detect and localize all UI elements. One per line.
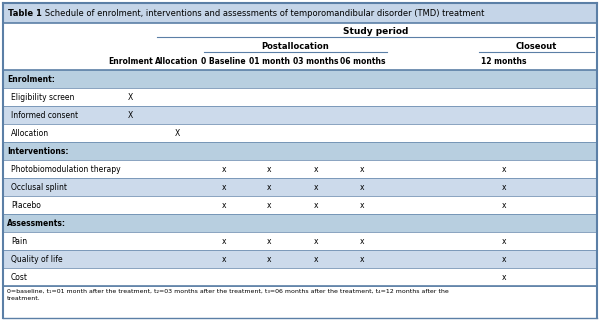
Text: x: x [221,164,226,173]
Text: Allocation: Allocation [11,128,49,137]
Bar [3,214,597,232]
Bar [3,70,597,88]
Text: Placebo: Placebo [11,201,41,210]
Text: x: x [267,237,272,246]
Bar [3,54,597,70]
Text: 06 months: 06 months [340,57,385,66]
Text: x: x [267,183,272,192]
Bar [3,106,597,124]
Text: Allocation: Allocation [155,57,199,66]
Text: 03 months: 03 months [293,57,339,66]
Text: x: x [360,201,365,210]
Text: x: x [360,255,365,264]
Bar [3,232,597,250]
Text: x: x [314,201,319,210]
Text: x: x [221,201,226,210]
Text: X: X [128,92,133,101]
Text: Closeout: Closeout [516,42,557,51]
Text: x: x [267,201,272,210]
Text: x: x [267,255,272,264]
Text: x: x [221,183,226,192]
Text: Eligibility screen: Eligibility screen [11,92,74,101]
Text: x: x [502,183,506,192]
Text: Pain: Pain [11,237,27,246]
Text: Interventions:: Interventions: [7,146,68,155]
Bar [3,250,597,268]
Text: x: x [360,164,365,173]
Text: x: x [314,255,319,264]
Text: 01 month: 01 month [249,57,290,66]
Text: Cost: Cost [11,273,28,282]
Text: Enrolment:: Enrolment: [7,74,55,83]
Text: X: X [128,110,133,119]
Text: x: x [502,237,506,246]
Text: Photobiomodulation therapy: Photobiomodulation therapy [11,164,121,173]
Text: x: x [502,164,506,173]
Text: x: x [502,201,506,210]
Text: Occlusal splint: Occlusal splint [11,183,67,192]
Bar [3,23,597,39]
Text: x: x [502,255,506,264]
Text: Quality of life: Quality of life [11,255,62,264]
Text: x: x [314,183,319,192]
Text: 0 Baseline: 0 Baseline [202,57,246,66]
Text: Enrolment: Enrolment [109,57,153,66]
Text: x: x [221,237,226,246]
Bar [3,196,597,214]
Text: Study period: Study period [343,27,408,36]
Bar [3,178,597,196]
Text: Assessments:: Assessments: [7,219,66,228]
Bar [3,268,597,286]
Bar [3,160,597,178]
Text: Table 1: Table 1 [8,8,42,18]
Bar [3,88,597,106]
Text: x: x [314,237,319,246]
Text: 0=baseline, t₁=01 month after the treatment, t₂=03 months after the treatment, t: 0=baseline, t₁=01 month after the treatm… [7,289,449,300]
Text: x: x [360,237,365,246]
Text: Postallocation: Postallocation [262,42,329,51]
Bar [3,3,597,23]
Text: Schedule of enrolment, interventions and assessments of temporomandibular disord: Schedule of enrolment, interventions and… [37,8,484,18]
Text: x: x [267,164,272,173]
Bar [3,39,597,54]
Text: 12 months: 12 months [481,57,527,66]
Text: Informed consent: Informed consent [11,110,78,119]
Bar [3,124,597,142]
Text: x: x [360,183,365,192]
Text: X: X [175,128,179,137]
Text: x: x [502,273,506,282]
Text: x: x [314,164,319,173]
Bar [3,142,597,160]
Text: x: x [221,255,226,264]
